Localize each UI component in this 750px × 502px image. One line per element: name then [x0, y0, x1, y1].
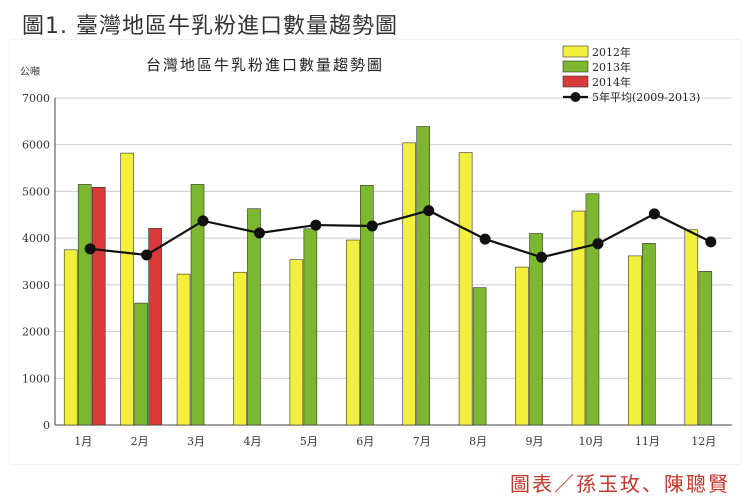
x-tick-label: 7月: [413, 435, 431, 448]
bar-2014年-1月: [91, 186, 106, 426]
y-tick-label: 6000: [22, 139, 50, 152]
bar-2013年-3月: [190, 184, 205, 426]
x-tick-label: 2月: [131, 435, 149, 448]
x-tick-label: 11月: [635, 435, 660, 448]
bar-2012年-7月: [402, 142, 417, 426]
x-tick-label: 9月: [526, 435, 544, 448]
bar-2012年-10月: [571, 210, 586, 426]
avg-point-1月: [84, 243, 96, 255]
bar-2013年-4月: [247, 208, 261, 426]
bar-2012年-9月: [515, 266, 529, 426]
figure-title: 圖1. 臺灣地區牛乳粉進口數量趨勢圖: [22, 14, 398, 39]
legend-label-5年平均(2009-2013): 5年平均(2009-2013): [592, 90, 700, 104]
x-tick-label: 10月: [578, 435, 603, 448]
legend-label-2013年: 2013年: [592, 60, 631, 74]
x-tick-label: 3月: [187, 435, 205, 448]
y-tick-label: 7000: [22, 92, 50, 105]
legend-swatch-2013年: [562, 60, 589, 73]
x-tick-label: 8月: [469, 435, 487, 448]
avg-point-12月: [705, 236, 717, 248]
bar-2012年-11月: [628, 255, 642, 426]
legend-label-2012年: 2012年: [592, 45, 631, 59]
bar-2014年-2月: [148, 228, 162, 426]
avg-point-9月: [536, 251, 548, 263]
y-tick-label: 2000: [22, 326, 50, 339]
bar-2013年-6月: [359, 185, 374, 426]
bar-2012年-3月: [176, 273, 191, 426]
avg-point-4月: [253, 227, 265, 239]
bar-2013年-8月: [472, 287, 487, 426]
bar-2013年-1月: [77, 184, 92, 426]
bar-2013年-11月: [642, 242, 656, 426]
avg-point-10月: [592, 238, 604, 250]
x-tick-label: 1月: [74, 435, 92, 448]
avg-point-3月: [197, 215, 209, 227]
avg-point-8月: [479, 233, 491, 245]
avg-point-7月: [423, 205, 435, 217]
bar-2012年-4月: [233, 271, 247, 426]
legend-label-2014年: 2014年: [592, 75, 631, 89]
legend-swatch-2014年: [562, 75, 589, 88]
chart-title: 台灣地區牛乳粉進口數量趨勢圖: [146, 56, 384, 74]
bar-2013年-2月: [134, 302, 148, 426]
y-tick-label: 5000: [22, 185, 50, 198]
avg-point-11月: [648, 208, 660, 220]
y-tick-label: 4000: [22, 232, 50, 245]
bar-2012年-5月: [289, 259, 304, 426]
avg-point-5月: [310, 219, 322, 231]
bar-2012年-8月: [458, 152, 473, 426]
bar-2013年-12月: [698, 271, 713, 426]
bar-2013年-10月: [585, 193, 600, 426]
avg-point-6月: [366, 220, 378, 232]
legend-marker-swatch: [570, 92, 581, 102]
bar-2013年-5月: [303, 228, 318, 426]
chart-credit: 圖表／孫玉玫、陳聰賢: [510, 472, 730, 496]
x-tick-label: 5月: [300, 435, 318, 448]
x-tick-label: 12月: [691, 435, 716, 448]
bar-2013年-7月: [416, 126, 431, 426]
y-tick-label: 1000: [22, 372, 50, 385]
chart-frame: 0 1000 2000 3000 4000 5000 6000 7000 台灣地區牛乳粉進口數量…: [10, 40, 740, 464]
chart-svg: 0 1000 2000 3000 4000 5000 6000 7000 台灣地區牛乳粉進口數量…: [20, 45, 732, 448]
legend-swatch-2012年: [562, 45, 589, 58]
y-axis-label: 公噸: [20, 65, 40, 78]
bar-2012年-1月: [63, 249, 78, 426]
x-tick-label: 4月: [243, 435, 261, 448]
y-tick-label: 0: [43, 419, 50, 432]
x-tick-label: 6月: [356, 435, 374, 448]
bar-2013年-9月: [529, 233, 543, 426]
avg-point-2月: [141, 249, 153, 261]
y-tick-label: 3000: [22, 279, 50, 292]
bar-2012年-6月: [345, 239, 360, 426]
bar-2012年-12月: [684, 229, 699, 426]
avg-line: [90, 209, 712, 259]
bar-2012年-2月: [120, 152, 134, 426]
